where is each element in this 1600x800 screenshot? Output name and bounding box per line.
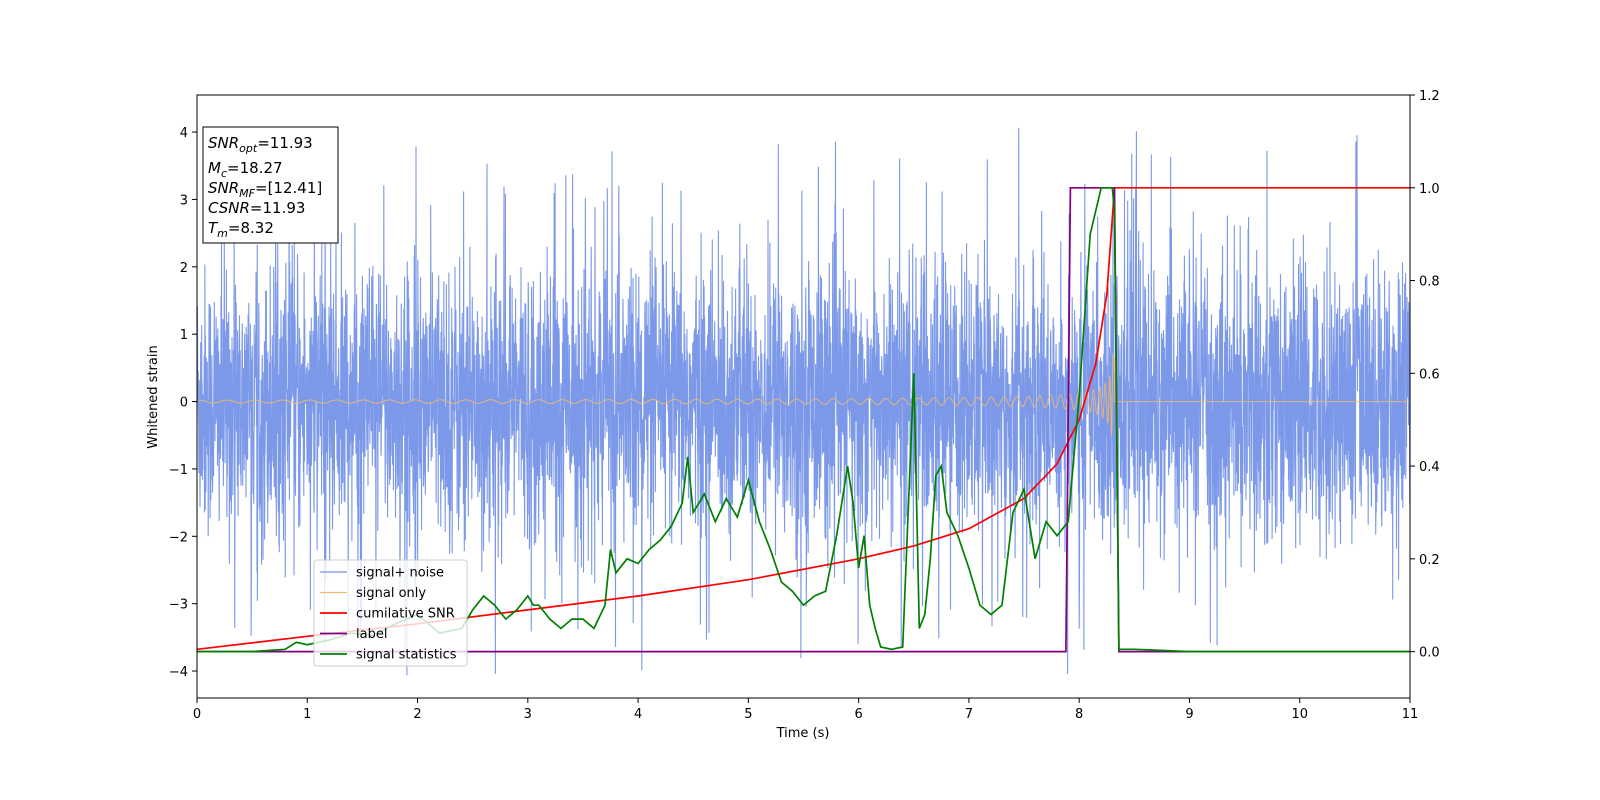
y-tick-label-right: 0.4 — [1419, 460, 1440, 475]
legend: signal+ noise signal only cumilative SNR la… — [313, 559, 468, 667]
signal-noise-series — [197, 127, 1410, 676]
right-axis-series — [197, 186, 1410, 653]
info-tm: Tm=8.32 — [208, 219, 274, 240]
legend-label: label — [356, 627, 387, 642]
y-tick-label-left: 3 — [180, 193, 188, 208]
x-tick-label: 2 — [413, 707, 421, 722]
x-tick-label: 7 — [965, 707, 973, 722]
x-tick-label: 10 — [1291, 707, 1308, 722]
y-tick-label-left: 1 — [180, 328, 188, 343]
x-tick-label: 1 — [303, 707, 311, 722]
legend-label: signal+ noise — [356, 566, 444, 581]
y-tick-label-right: 1.0 — [1419, 182, 1440, 197]
x-tick-label: 11 — [1402, 707, 1419, 722]
y-tick-label-right: 0.8 — [1419, 275, 1440, 290]
x-tick-label: 3 — [524, 707, 532, 722]
legend-label: cumilative SNR — [356, 607, 455, 622]
x-axis: 0 1 2 3 4 5 6 7 8 9 10 11 — [193, 698, 1418, 722]
x-tick-label: 4 — [634, 707, 642, 722]
info-snr-mf: SNRMF=[12.41] — [208, 179, 322, 200]
y-axis-right: 1.2 1.0 0.8 0.6 0.4 0.2 0.0 — [1410, 89, 1440, 661]
info-snr-opt: SNRopt=11.93 — [208, 134, 313, 155]
x-tick-label: 5 — [744, 707, 752, 722]
plot-frame — [196, 94, 1411, 699]
y-tick-label-left: −3 — [169, 598, 188, 613]
y-tick-label-left: −1 — [169, 463, 188, 478]
label-line — [197, 186, 1410, 653]
signal-only-line — [197, 353, 1410, 437]
y-axis-left: 4 3 2 1 0 −1 −2 −3 −4 — [169, 126, 197, 680]
plot-area — [197, 127, 1410, 676]
y-tick-label-left: −4 — [169, 665, 188, 680]
y-tick-label-left: 2 — [180, 261, 188, 276]
y-tick-label-left: 4 — [180, 126, 188, 141]
x-tick-label: 0 — [193, 707, 201, 722]
y-tick-label-right: 0.2 — [1419, 553, 1440, 568]
x-tick-label: 9 — [1185, 707, 1193, 722]
legend-label: signal only — [356, 586, 426, 601]
y-tick-label-left: −2 — [169, 530, 188, 545]
legend-label: signal statistics — [356, 648, 457, 663]
cumilative-snr-line — [197, 186, 1410, 651]
signal-noise-line — [197, 127, 1410, 676]
y-tick-label-right: 1.2 — [1419, 89, 1440, 104]
y-axis-label: Whitened strain — [146, 345, 161, 448]
y-tick-label-right: 0.0 — [1419, 646, 1440, 661]
x-tick-label: 6 — [854, 707, 862, 722]
y-tick-label-right: 0.6 — [1419, 367, 1440, 382]
info-csnr: CSNR=11.93 — [208, 199, 305, 217]
signal-statistics-line — [197, 186, 1410, 653]
x-axis-label: Time (s) — [776, 726, 830, 741]
info-box: SNRopt=11.93 Mc=18.27 SNRMF=[12.41] CSNR… — [202, 126, 339, 244]
signal-only-series — [197, 353, 1410, 437]
x-tick-label: 8 — [1075, 707, 1083, 722]
info-mc: Mc=18.27 — [208, 159, 283, 180]
y-tick-label-left: 0 — [180, 396, 188, 411]
